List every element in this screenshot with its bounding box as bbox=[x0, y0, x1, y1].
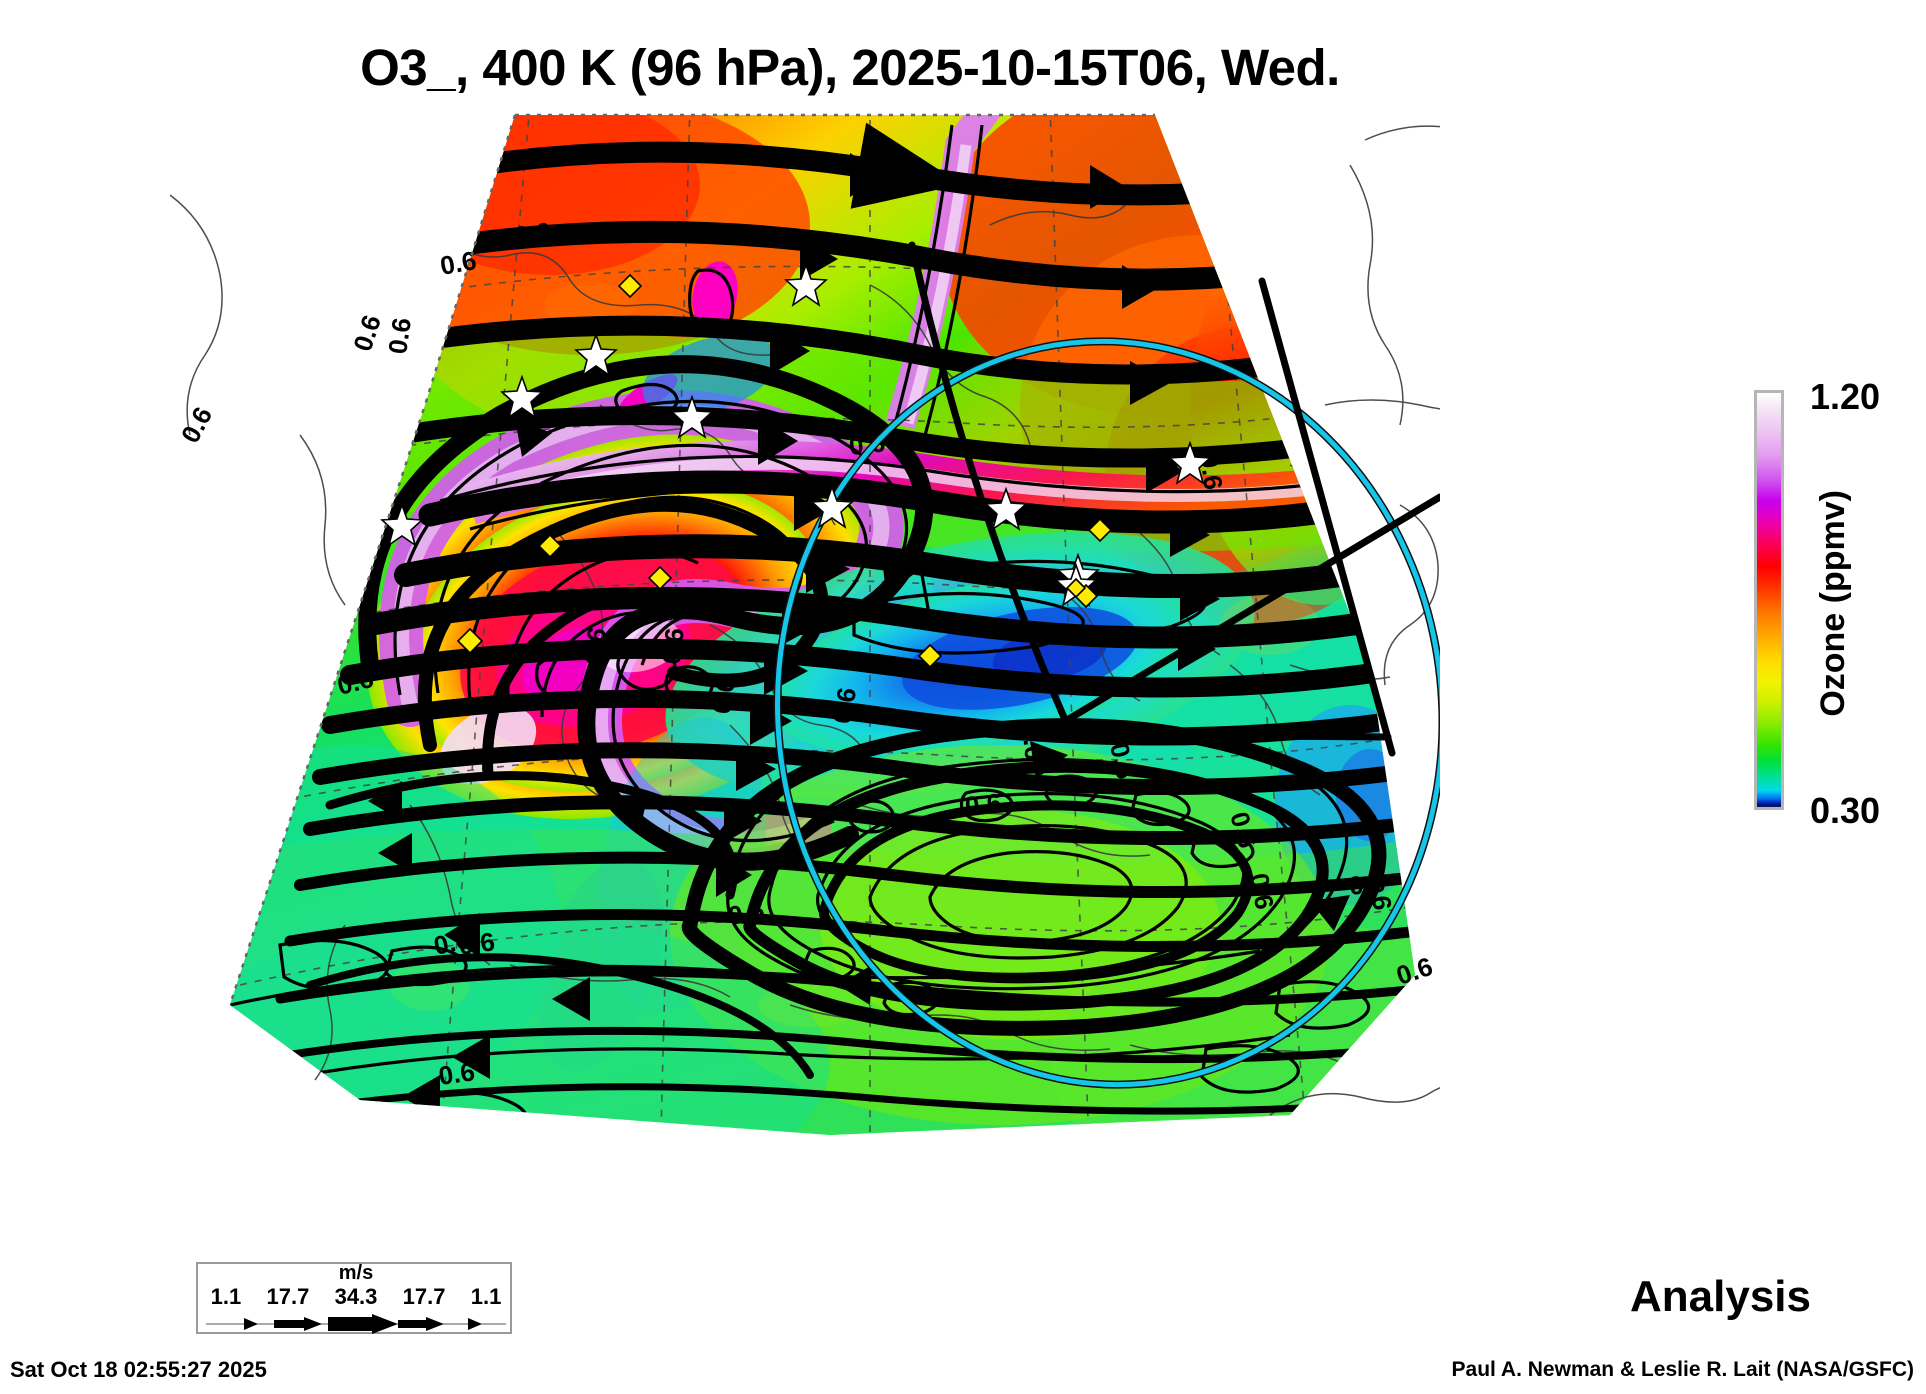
diamond-icon bbox=[456, 627, 484, 655]
contour-label: 0.6 bbox=[438, 245, 479, 281]
wind-legend-value: 1.1 bbox=[210, 1284, 242, 1309]
page-title: O3_, 400 K (96 hPa), 2025-10-15T06, Wed. bbox=[360, 39, 1340, 96]
cyan-orbit-track bbox=[773, 337, 1440, 1089]
contour-label: 0.6 bbox=[1104, 740, 1141, 782]
diamond-icon bbox=[1065, 577, 1087, 599]
contour-labels: 0.6 0.6 0.6 0.6 0.6 0.6 0.6 0.6 0.6 0.6 … bbox=[175, 216, 1436, 1091]
colorbar-max-label: 1.20 bbox=[1810, 376, 1881, 417]
generation-timestamp: Sat Oct 18 02:55:27 2025 bbox=[10, 1357, 267, 1382]
wind-legend-value: 34.3 bbox=[334, 1284, 378, 1309]
diamond-icon bbox=[1087, 517, 1113, 543]
map-boundary bbox=[228, 113, 1155, 1006]
contour-label: 0.6 bbox=[963, 787, 1002, 821]
contour-label: 0.6 bbox=[826, 685, 862, 726]
satellite-ground-tracks bbox=[908, 241, 1440, 757]
diamond-icon bbox=[647, 565, 673, 591]
wind-legend-value: 17.7 bbox=[402, 1284, 446, 1309]
wind-legend-unit: m/s bbox=[338, 1262, 374, 1284]
colorbar-axis-label: Ozone (ppmv) bbox=[1814, 490, 1852, 717]
star-icon bbox=[574, 332, 618, 377]
ozone-map: 0.6 0.6 0.6 0.6 0.6 0.6 0.6 0.6 0.6 0.6 … bbox=[170, 105, 1440, 1175]
contour-label: 0.6 bbox=[347, 311, 387, 355]
ozone-colorbar: 1.20 0.30 Ozone (ppmv) bbox=[1754, 376, 1904, 831]
wind-legend-value: 17.7 bbox=[266, 1284, 310, 1309]
contour-label: 0.6 bbox=[1364, 872, 1398, 911]
contour-label: 0.6 bbox=[706, 676, 741, 716]
contour-label: 0.6 bbox=[1244, 871, 1280, 912]
contour-label: 0.6 bbox=[175, 402, 218, 448]
diamond-icon bbox=[917, 643, 943, 669]
diamond-icon bbox=[537, 533, 563, 559]
wind-legend-values: 1.1 17.7 34.3 17.7 1.1 bbox=[198, 1284, 514, 1310]
contour-label: 0.6 bbox=[1016, 722, 1050, 761]
wind-legend-value: 1.1 bbox=[470, 1284, 502, 1309]
star-icon bbox=[380, 502, 424, 547]
star-icon bbox=[1168, 440, 1212, 485]
star-icon bbox=[810, 484, 854, 529]
contour-label: 0.6 bbox=[382, 316, 417, 356]
wind-speed-legend: m/s 1.1 17.7 34.3 17.7 1.1 bbox=[196, 1262, 512, 1334]
contour-label: 0.6 bbox=[656, 627, 690, 666]
wind-legend-arrows bbox=[206, 1314, 506, 1334]
star-icon bbox=[784, 262, 828, 307]
star-icon bbox=[500, 374, 544, 419]
contour-label: 0.6 bbox=[726, 895, 767, 931]
star-icon bbox=[984, 486, 1028, 531]
diamond-icon bbox=[617, 273, 643, 299]
colorbar-gradient[interactable] bbox=[1754, 390, 1784, 810]
contour-label: 0.6 bbox=[457, 926, 497, 961]
colorbar-min-label: 0.30 bbox=[1810, 790, 1881, 831]
contour-label: 0.6 bbox=[437, 1056, 477, 1091]
map-canvas: 0.6 0.6 0.6 0.6 0.6 0.6 0.6 0.6 0.6 0.6 … bbox=[170, 113, 1440, 1135]
contour-label: 0.6 bbox=[1347, 867, 1386, 901]
contour-label: 0.6 bbox=[431, 924, 473, 961]
analysis-label: Analysis bbox=[1630, 1272, 1811, 1321]
station-markers-star bbox=[380, 262, 1212, 607]
author-credit: Paul A. Newman & Leslie R. Lait (NASA/GS… bbox=[1451, 1358, 1914, 1381]
star-icon bbox=[670, 394, 714, 439]
station-markers-diamond bbox=[456, 273, 1113, 669]
contour-label: 0.6 bbox=[513, 216, 553, 251]
